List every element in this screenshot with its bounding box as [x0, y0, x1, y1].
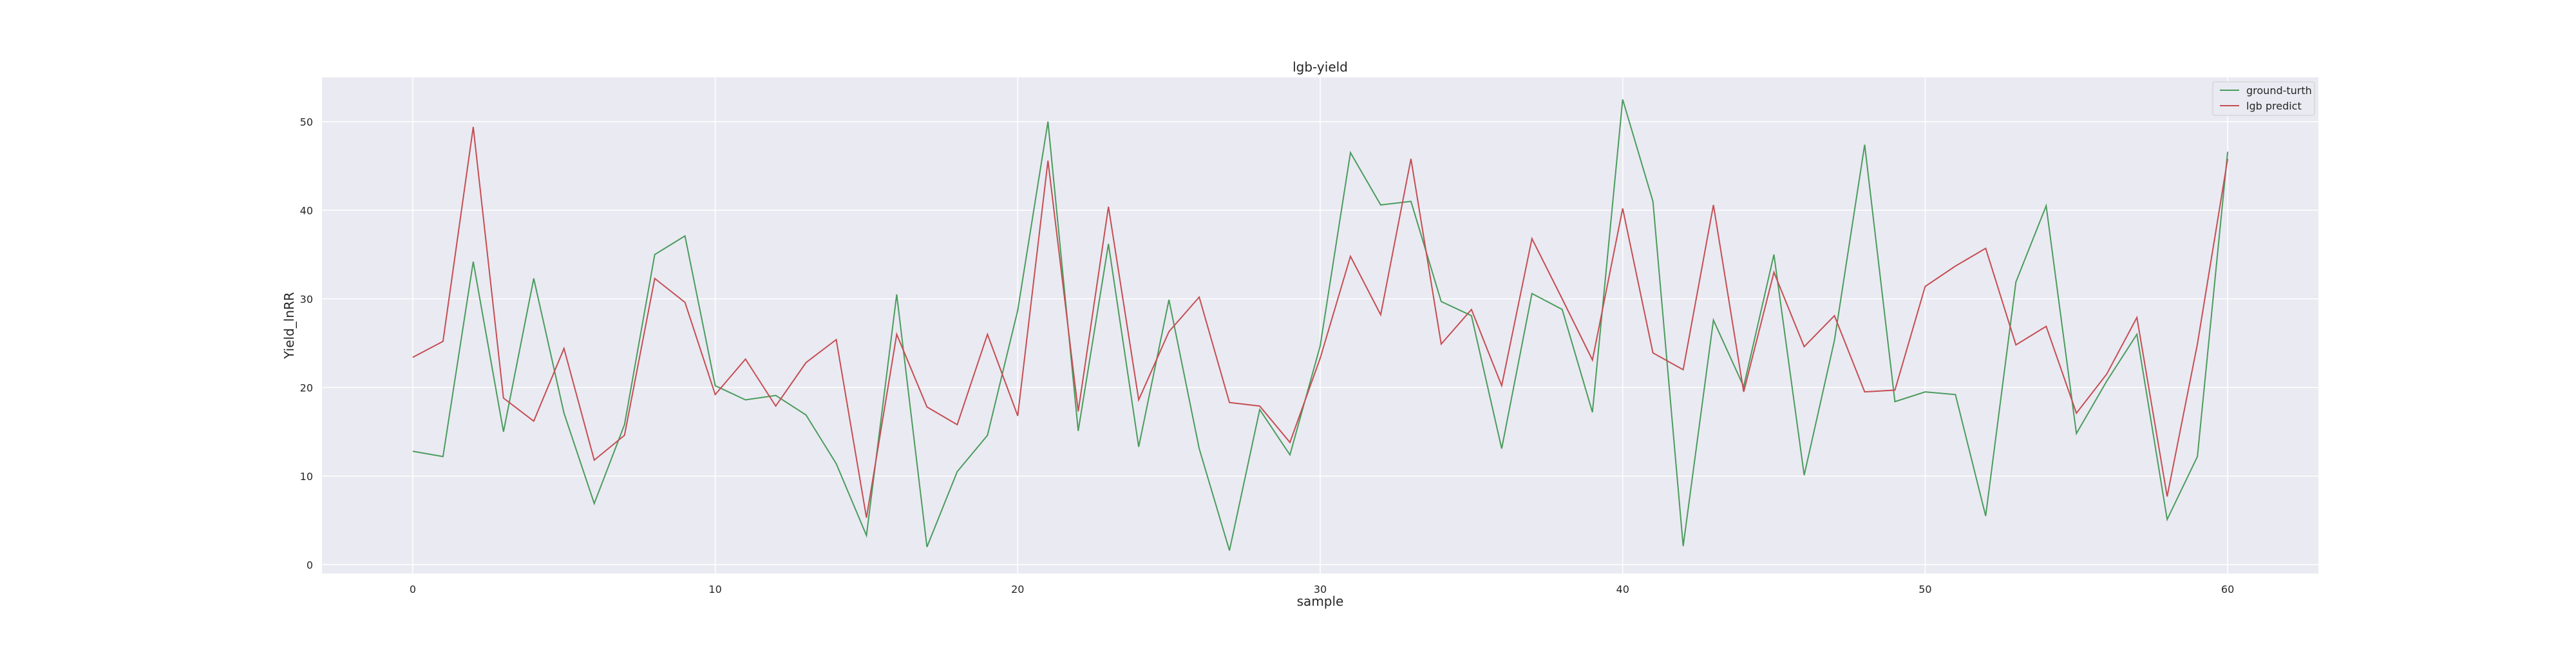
legend-label-ground-turth: ground-turth	[2246, 84, 2312, 97]
x-tick-label: 60	[2221, 583, 2234, 595]
y-tick-label: 30	[300, 293, 313, 305]
x-tick-label: 50	[1918, 583, 1931, 595]
y-tick-label: 10	[300, 470, 313, 483]
x-tick-label: 10	[708, 583, 721, 595]
x-axis-label: sample	[1297, 594, 1344, 609]
x-tick-label: 40	[1616, 583, 1629, 595]
y-tick-label: 40	[300, 204, 313, 217]
x-tick-label: 30	[1314, 583, 1327, 595]
legend: ground-turth lgb predict	[2212, 81, 2315, 116]
grid	[322, 77, 2318, 574]
x-tick-label: 0	[410, 583, 416, 595]
y-axis-label: Yield_lnRR	[281, 292, 297, 360]
y-tick-label: 50	[300, 116, 313, 128]
y-tick-label: 20	[300, 381, 313, 394]
legend-label-lgb-predict: lgb predict	[2246, 100, 2302, 112]
chart-title: lgb-yield	[1293, 59, 1348, 75]
y-tick-label: 0	[307, 559, 313, 571]
x-tick-label: 20	[1011, 583, 1024, 595]
axis-ticks: 0 10 20 30 40 50 60 0 10 20 30 40 50	[300, 116, 2235, 595]
series-line-lgb-predict	[412, 126, 2229, 518]
series-lines	[412, 99, 2229, 551]
series-line-ground-turth	[412, 99, 2229, 551]
